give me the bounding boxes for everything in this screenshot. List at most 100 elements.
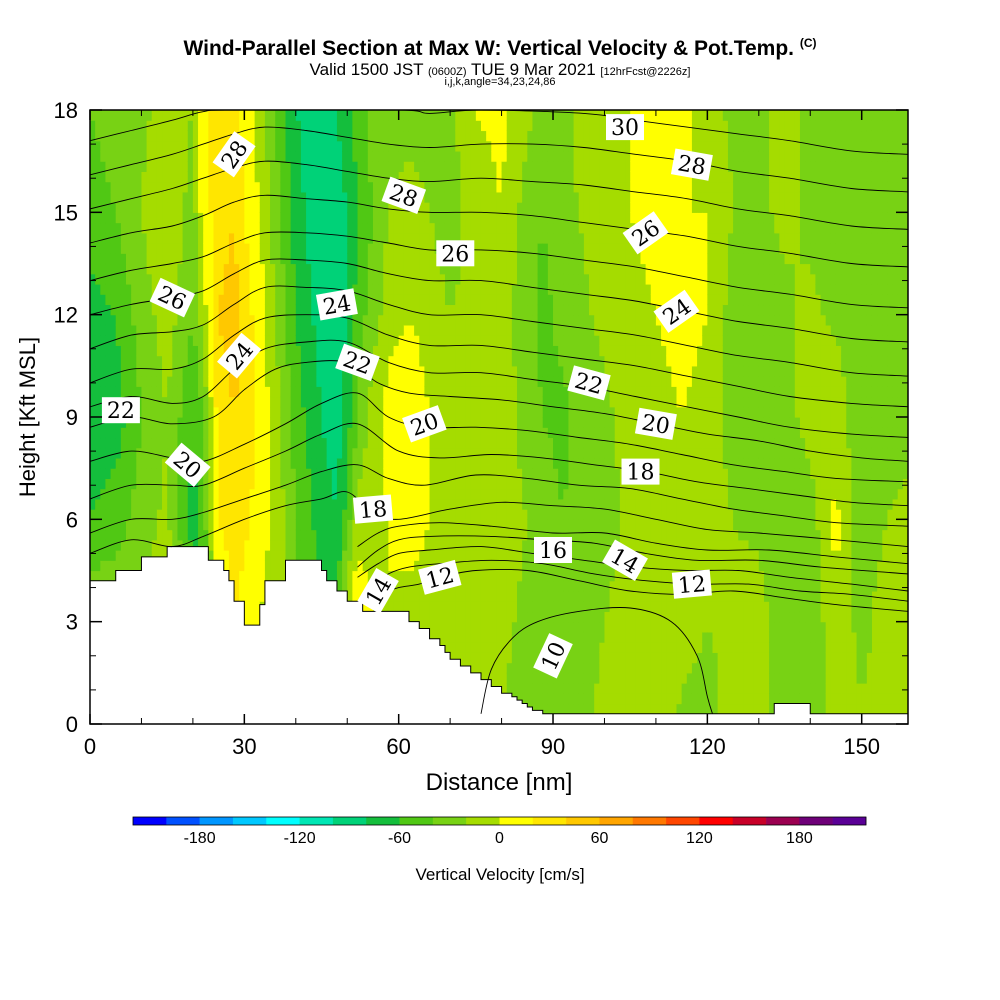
velocity-cell <box>434 468 441 479</box>
velocity-cell <box>270 171 276 183</box>
velocity-cell <box>120 191 127 203</box>
velocity-cell <box>398 120 405 132</box>
velocity-cell <box>424 509 431 520</box>
velocity-cell <box>239 560 245 572</box>
velocity-cell <box>388 294 395 306</box>
velocity-cell <box>491 539 498 551</box>
velocity-cell <box>486 355 492 367</box>
velocity-cell <box>126 365 132 377</box>
velocity-cell <box>367 232 374 244</box>
velocity-cell <box>347 120 353 132</box>
velocity-cell <box>439 110 446 121</box>
velocity-cell <box>408 335 415 346</box>
velocity-cell <box>429 631 436 643</box>
velocity-cell <box>151 468 158 479</box>
velocity-cell <box>439 519 446 531</box>
velocity-cell <box>434 202 441 213</box>
velocity-cell <box>192 335 199 346</box>
velocity-cell <box>151 232 158 244</box>
velocity-cell <box>306 140 312 152</box>
velocity-cell <box>419 621 425 633</box>
velocity-cell <box>480 631 487 643</box>
velocity-cell <box>295 324 302 336</box>
velocity-cell <box>172 498 179 510</box>
velocity-cell <box>249 488 256 500</box>
velocity-cell <box>172 263 179 275</box>
velocity-cell <box>177 202 184 213</box>
velocity-cell <box>234 509 240 520</box>
velocity-cell <box>501 519 508 531</box>
velocity-cell <box>244 386 251 398</box>
velocity-cell <box>234 202 240 213</box>
velocity-cell <box>311 550 317 561</box>
velocity-cell <box>496 283 503 295</box>
velocity-cell <box>465 621 472 633</box>
velocity-cell <box>218 498 225 510</box>
velocity-cell <box>480 243 487 254</box>
velocity-cell <box>336 150 343 162</box>
velocity-cell <box>275 171 281 183</box>
velocity-cell <box>264 294 271 306</box>
velocity-cell <box>455 365 462 377</box>
velocity-cell <box>311 314 317 326</box>
velocity-cell <box>424 263 431 275</box>
velocity-cell <box>511 529 518 541</box>
velocity-cell <box>192 283 199 295</box>
velocity-cell <box>115 212 122 224</box>
velocity-cell <box>270 263 276 275</box>
velocity-cell <box>357 437 364 449</box>
velocity-cell <box>511 672 518 684</box>
velocity-cell <box>475 232 482 244</box>
velocity-cell <box>486 161 492 172</box>
velocity-cell <box>100 140 107 152</box>
velocity-cell <box>208 396 215 408</box>
velocity-cell <box>192 130 199 142</box>
velocity-cell <box>326 171 333 183</box>
velocity-cell <box>357 263 364 275</box>
velocity-cell <box>187 355 194 367</box>
velocity-cell <box>439 232 446 244</box>
velocity-cell <box>120 171 127 183</box>
velocity-cell <box>475 324 482 336</box>
velocity-cell <box>434 365 441 377</box>
velocity-cell <box>342 386 348 398</box>
velocity-cell <box>300 478 307 490</box>
velocity-cell <box>126 130 132 142</box>
velocity-cell <box>280 324 287 336</box>
velocity-cell <box>326 253 333 265</box>
velocity-cell <box>270 232 276 244</box>
velocity-cell <box>347 263 353 275</box>
velocity-cell <box>506 437 513 449</box>
velocity-cell <box>110 314 117 326</box>
velocity-cell <box>455 539 462 551</box>
velocity-cell <box>198 304 204 316</box>
velocity-cell <box>100 365 107 377</box>
velocity-cell <box>347 590 353 602</box>
velocity-cell <box>486 324 492 336</box>
velocity-cell <box>491 611 498 623</box>
velocity-cell <box>198 355 204 367</box>
velocity-cell <box>460 447 467 459</box>
velocity-cell <box>234 447 240 459</box>
velocity-cell <box>455 396 462 408</box>
velocity-cell <box>151 498 158 510</box>
velocity-cell <box>131 294 137 306</box>
velocity-cell <box>136 498 143 510</box>
velocity-cell <box>511 396 518 408</box>
velocity-cell <box>439 550 446 561</box>
velocity-cell <box>218 345 225 357</box>
velocity-cell <box>228 529 235 541</box>
velocity-cell <box>192 406 199 418</box>
velocity-cell <box>95 191 101 203</box>
velocity-cell <box>403 324 410 336</box>
velocity-cell <box>326 191 333 203</box>
velocity-cell <box>249 273 256 285</box>
velocity-cell <box>388 376 395 387</box>
velocity-cell <box>228 253 235 265</box>
velocity-cell <box>450 314 456 326</box>
velocity-cell <box>239 417 245 428</box>
velocity-cell <box>110 243 117 254</box>
velocity-cell <box>146 468 153 479</box>
velocity-cell <box>100 498 107 510</box>
velocity-cell <box>424 621 431 633</box>
